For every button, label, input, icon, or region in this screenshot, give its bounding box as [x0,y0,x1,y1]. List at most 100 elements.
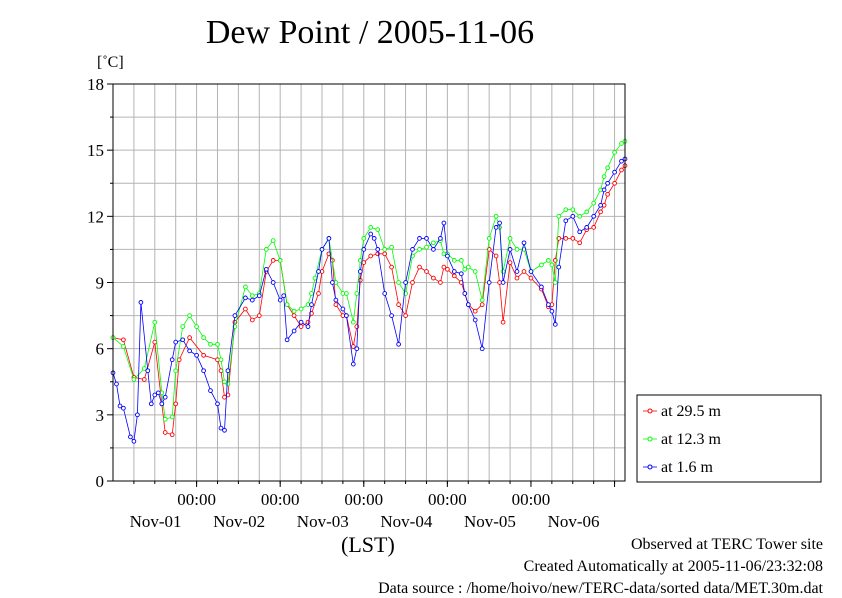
x-tick-date-label: Nov-03 [297,512,349,531]
data-point [507,236,513,241]
data-point [521,240,527,246]
data-point [270,258,276,263]
data-point [138,300,144,305]
x-tick-time-label: 00:00 [344,490,383,509]
data-point [570,207,576,213]
data-point [284,337,290,343]
y-tick-label: 0 [96,472,105,491]
data-point [546,258,551,263]
data-point [371,236,377,241]
data-point [493,253,499,259]
data-point [148,401,154,407]
data-point [539,262,544,268]
data-point [424,244,429,250]
data-point [605,165,610,171]
data-point [591,225,597,230]
data-point [577,213,583,219]
data-point [462,291,468,296]
y-axis-ticks: 0 3 6 9 12 15 18 [87,75,113,491]
data-point [277,258,283,263]
data-point [410,247,415,252]
data-point [281,293,287,299]
x-tick-time-label: 00:00 [261,490,300,509]
data-point [417,264,422,270]
data-point [194,352,199,358]
data-point [215,401,220,407]
x-tick-date-label: Nov-01 [130,512,182,531]
data-point [270,280,276,285]
data-point [375,247,381,252]
x-axis-ticks: 00:00 Nov-01 00:00 Nov-02 00:00 Nov-03 00:00 No… [130,481,616,531]
data-point [309,291,314,296]
data-point [330,280,335,285]
data-point [601,174,607,179]
data-point [417,247,422,252]
data-point [291,328,297,334]
data-point [368,225,374,230]
data-point [458,271,464,277]
data-point [472,308,478,314]
data-point [180,324,186,329]
data-point [570,213,576,219]
data-point [396,280,401,285]
data-point [312,275,318,281]
series-0 [110,163,628,438]
data-point [169,432,175,438]
x-axis-label: (LST) [341,532,395,557]
data-point [563,236,569,241]
x-tick-date-label: Nov-02 [213,512,265,531]
data-point [410,280,415,285]
data-point [222,427,227,433]
data-point [438,280,443,285]
data-point [539,284,544,290]
data-point [403,280,408,285]
data-point [375,227,381,232]
data-point [232,313,238,318]
data-point [375,251,381,257]
data-point [291,313,297,318]
data-point [305,319,311,325]
data-point [201,352,206,358]
data-point [263,266,269,272]
data-point [298,324,304,329]
data-point [350,344,356,349]
data-point [333,297,339,303]
data-point [389,313,394,318]
data-point [479,297,485,303]
data-point [605,191,610,197]
data-point [354,346,360,352]
data-point [128,434,133,440]
data-point [479,346,485,352]
data-point [598,202,603,208]
legend-swatch-marker [647,408,653,414]
data-point [570,236,576,241]
data-point [169,357,175,363]
data-point [612,150,617,155]
data-point [368,253,374,259]
data-point [201,335,206,340]
data-point [117,403,123,409]
data-point [431,247,436,252]
plot-frame [112,83,626,482]
data-point [451,269,457,274]
data-point [445,253,450,259]
data-point [619,167,624,173]
data-point [357,269,363,274]
data-point [556,213,562,219]
data-point [431,275,436,281]
data-point [340,306,346,312]
data-point [187,335,192,340]
data-point [493,225,499,230]
data-point [256,293,262,299]
data-point [350,361,356,367]
data-point [441,220,447,226]
x-tick-time-label: 00:00 [512,490,551,509]
data-point [135,412,140,418]
data-point [396,302,401,307]
legend-swatch-marker [647,436,653,442]
data-point [389,264,394,270]
data-point [528,275,534,281]
data-point [249,293,255,299]
data-point [298,319,304,325]
legend: at 29.5 m at 12.3 m at 1.6 m [636,394,822,483]
